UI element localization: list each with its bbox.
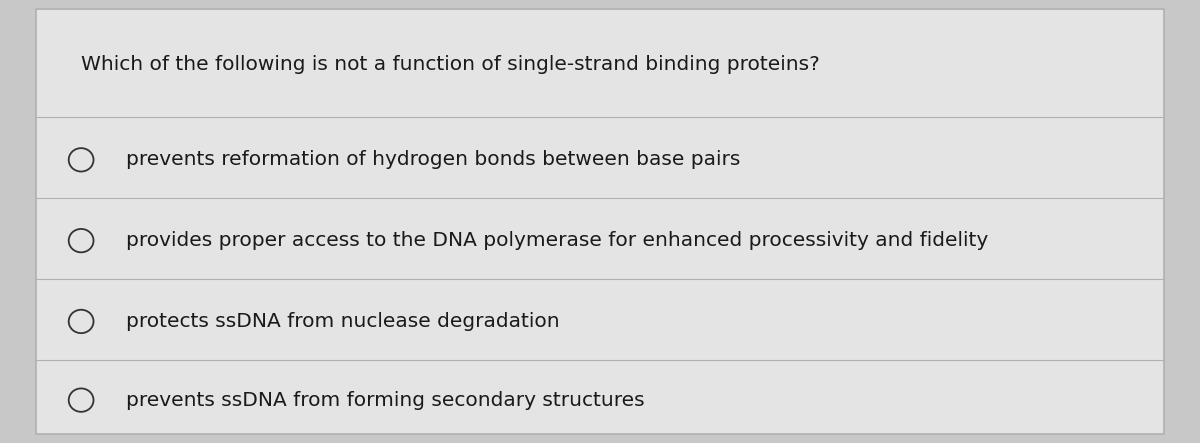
Text: provides proper access to the DNA polymerase for enhanced processivity and fidel: provides proper access to the DNA polyme…: [126, 231, 989, 250]
Text: prevents reformation of hydrogen bonds between base pairs: prevents reformation of hydrogen bonds b…: [126, 150, 740, 169]
Text: Which of the following is not a function of single-strand binding proteins?: Which of the following is not a function…: [82, 54, 820, 74]
Text: prevents ssDNA from forming secondary structures: prevents ssDNA from forming secondary st…: [126, 391, 644, 410]
Text: protects ssDNA from nuclease degradation: protects ssDNA from nuclease degradation: [126, 312, 560, 331]
